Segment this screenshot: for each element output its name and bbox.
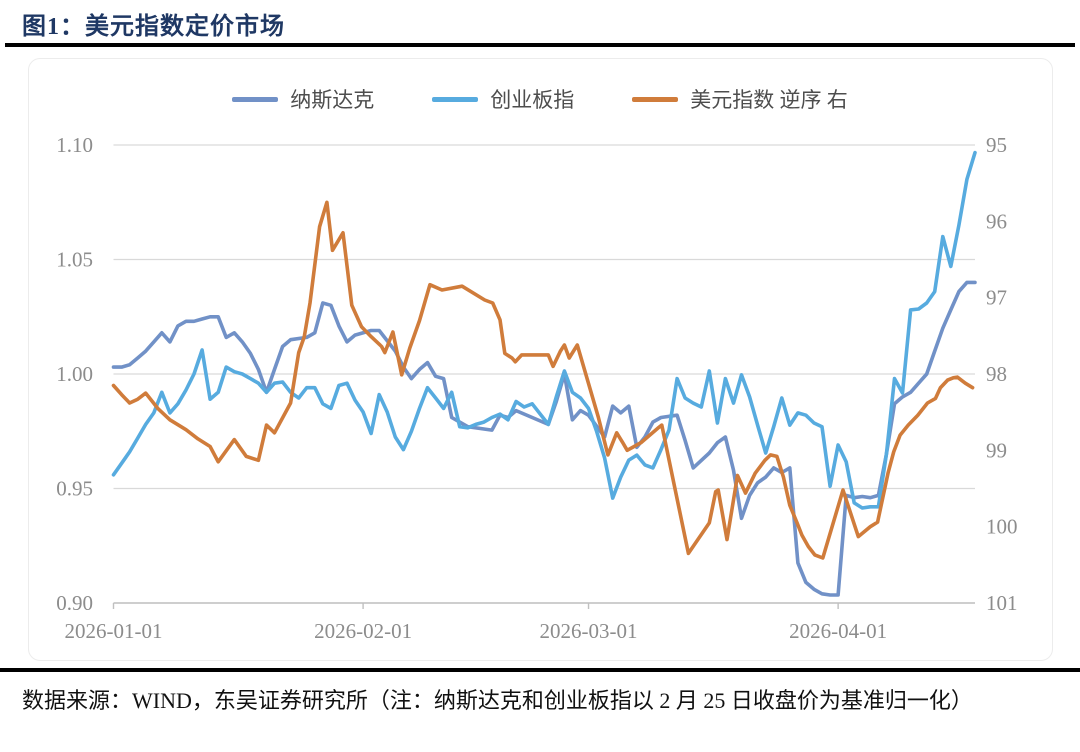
source-note: 数据来源：WIND，东吴证券研究所（注：纳斯达克和创业板指以 2 月 25 日收…	[22, 688, 973, 713]
title-divider	[5, 43, 1075, 47]
legend-item-chinext: 创业板指	[432, 84, 574, 114]
legend-label: 创业板指	[490, 88, 575, 112]
chinext-line-swatch-icon	[432, 96, 479, 102]
legend-label: 美元指数 逆序 右	[690, 88, 848, 112]
footer-divider	[0, 668, 1080, 672]
legend-item-usd-index: 美元指数 逆序 右	[632, 84, 848, 114]
legend-item-nasdaq: 纳斯达克	[232, 84, 374, 114]
nasdaq-line-swatch-icon	[232, 96, 279, 102]
usd-index-line-swatch-icon	[632, 96, 679, 102]
legend-label: 纳斯达克	[290, 88, 375, 112]
figure-title: 图1：美元指数定价市场	[22, 14, 285, 40]
chart-legend: 纳斯达克 创业板指 美元指数 逆序 右	[0, 84, 1080, 114]
chart-card	[28, 58, 1053, 661]
